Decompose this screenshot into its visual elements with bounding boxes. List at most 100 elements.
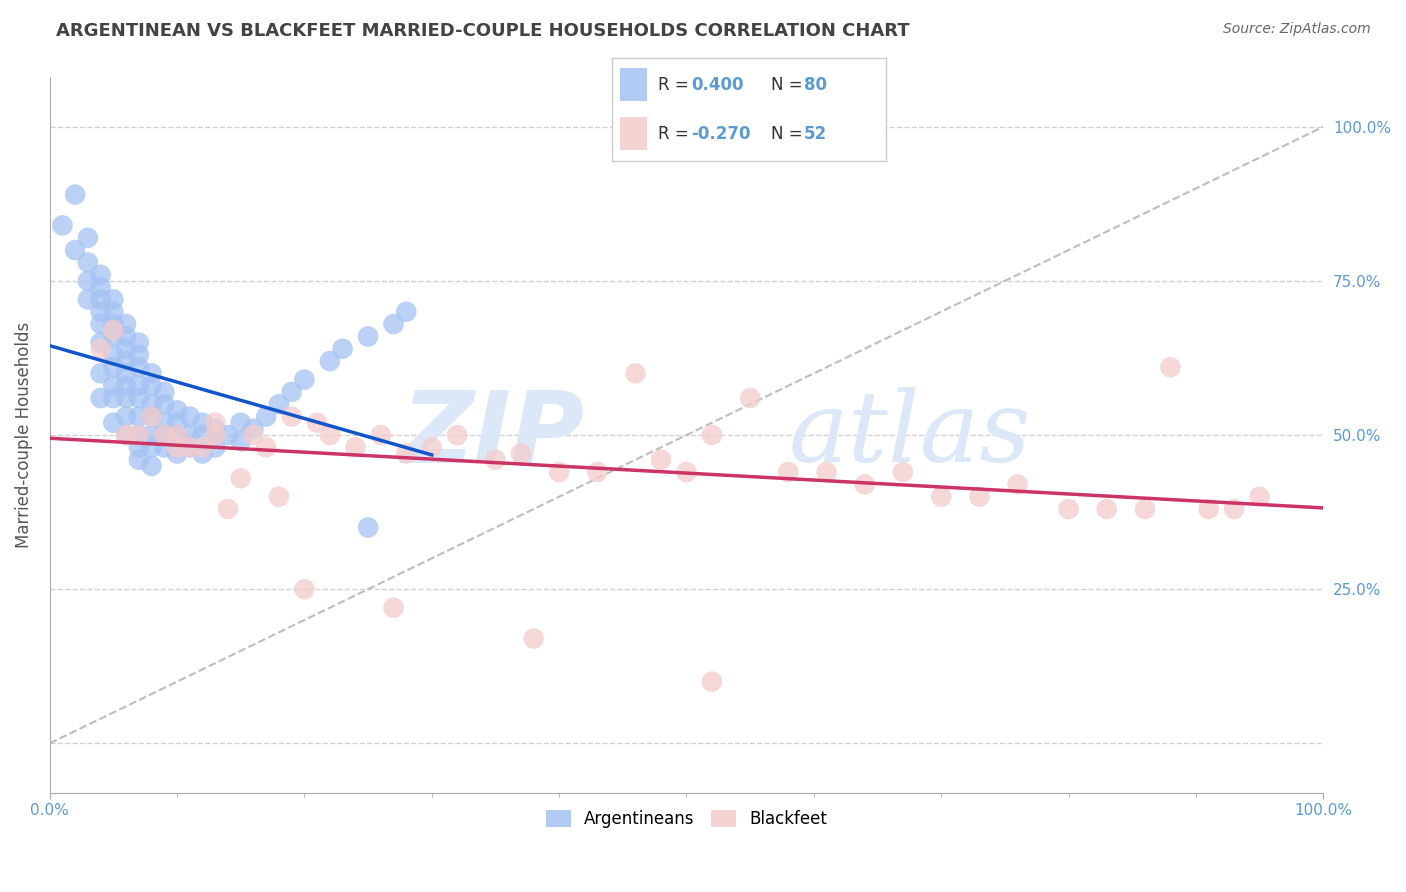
Point bbox=[128, 409, 150, 424]
Point bbox=[740, 391, 762, 405]
Point bbox=[103, 378, 125, 392]
Point bbox=[153, 428, 176, 442]
Point bbox=[153, 441, 176, 455]
Point bbox=[128, 452, 150, 467]
Point bbox=[217, 502, 239, 516]
Point bbox=[191, 428, 214, 442]
Point bbox=[90, 335, 112, 350]
Point bbox=[76, 293, 98, 307]
Point bbox=[128, 378, 150, 392]
Point bbox=[1159, 360, 1181, 375]
Point bbox=[90, 342, 112, 356]
Point bbox=[115, 317, 138, 331]
Text: 0.400: 0.400 bbox=[692, 76, 744, 94]
Point bbox=[395, 304, 418, 318]
Point bbox=[292, 582, 315, 597]
Text: R =: R = bbox=[658, 125, 695, 143]
Point bbox=[382, 317, 405, 331]
Point bbox=[1249, 490, 1271, 504]
Point bbox=[141, 367, 163, 381]
Point bbox=[204, 422, 226, 436]
Point bbox=[103, 391, 125, 405]
Point bbox=[1095, 502, 1118, 516]
Point bbox=[141, 378, 163, 392]
Point bbox=[650, 452, 672, 467]
Point bbox=[115, 367, 138, 381]
Point bbox=[179, 428, 201, 442]
Point bbox=[815, 465, 838, 479]
Text: 80: 80 bbox=[804, 76, 827, 94]
Point bbox=[115, 378, 138, 392]
Point bbox=[115, 391, 138, 405]
Point bbox=[217, 428, 239, 442]
Point bbox=[76, 231, 98, 245]
FancyBboxPatch shape bbox=[620, 118, 647, 150]
Point bbox=[153, 384, 176, 399]
Point bbox=[344, 441, 367, 455]
Point bbox=[523, 632, 546, 646]
Point bbox=[115, 428, 138, 442]
Point bbox=[153, 416, 176, 430]
Point bbox=[204, 441, 226, 455]
Point bbox=[166, 441, 188, 455]
Point bbox=[191, 416, 214, 430]
Point bbox=[204, 416, 226, 430]
Point bbox=[76, 274, 98, 288]
Point bbox=[319, 428, 342, 442]
Point bbox=[166, 403, 188, 417]
Point bbox=[90, 280, 112, 294]
Point bbox=[103, 360, 125, 375]
Point bbox=[103, 323, 125, 337]
Y-axis label: Married-couple Households: Married-couple Households bbox=[15, 322, 32, 549]
Point bbox=[280, 384, 302, 399]
Point bbox=[166, 446, 188, 460]
Text: -0.270: -0.270 bbox=[692, 125, 751, 143]
Point bbox=[929, 490, 952, 504]
Point bbox=[1223, 502, 1246, 516]
Point bbox=[586, 465, 609, 479]
Point bbox=[166, 428, 188, 442]
Point bbox=[90, 391, 112, 405]
Point bbox=[267, 397, 290, 411]
Text: atlas: atlas bbox=[789, 387, 1031, 483]
Text: R =: R = bbox=[658, 76, 695, 94]
Text: 52: 52 bbox=[804, 125, 827, 143]
Point bbox=[115, 428, 138, 442]
Point bbox=[115, 409, 138, 424]
Point bbox=[63, 243, 86, 257]
Point bbox=[191, 441, 214, 455]
Point bbox=[103, 317, 125, 331]
Point bbox=[319, 354, 342, 368]
Point bbox=[103, 329, 125, 343]
Point bbox=[128, 441, 150, 455]
Point bbox=[700, 674, 723, 689]
Point bbox=[103, 293, 125, 307]
Point bbox=[1057, 502, 1080, 516]
Point bbox=[63, 187, 86, 202]
Point bbox=[229, 471, 252, 485]
Point bbox=[1198, 502, 1220, 516]
Point bbox=[103, 348, 125, 362]
Point bbox=[254, 441, 277, 455]
Point bbox=[141, 458, 163, 473]
Point bbox=[179, 441, 201, 455]
Point bbox=[891, 465, 914, 479]
Point bbox=[76, 255, 98, 269]
Point bbox=[484, 452, 506, 467]
Point bbox=[90, 304, 112, 318]
Point bbox=[675, 465, 697, 479]
Text: ARGENTINEAN VS BLACKFEET MARRIED-COUPLE HOUSEHOLDS CORRELATION CHART: ARGENTINEAN VS BLACKFEET MARRIED-COUPLE … bbox=[56, 22, 910, 40]
Point bbox=[128, 348, 150, 362]
Point bbox=[292, 373, 315, 387]
Point bbox=[141, 441, 163, 455]
Point bbox=[179, 441, 201, 455]
Point bbox=[153, 428, 176, 442]
Point bbox=[229, 434, 252, 449]
Point bbox=[179, 409, 201, 424]
Point bbox=[624, 367, 647, 381]
Point bbox=[166, 428, 188, 442]
Point bbox=[191, 446, 214, 460]
Point bbox=[242, 422, 264, 436]
Point bbox=[1007, 477, 1029, 491]
Point bbox=[90, 293, 112, 307]
